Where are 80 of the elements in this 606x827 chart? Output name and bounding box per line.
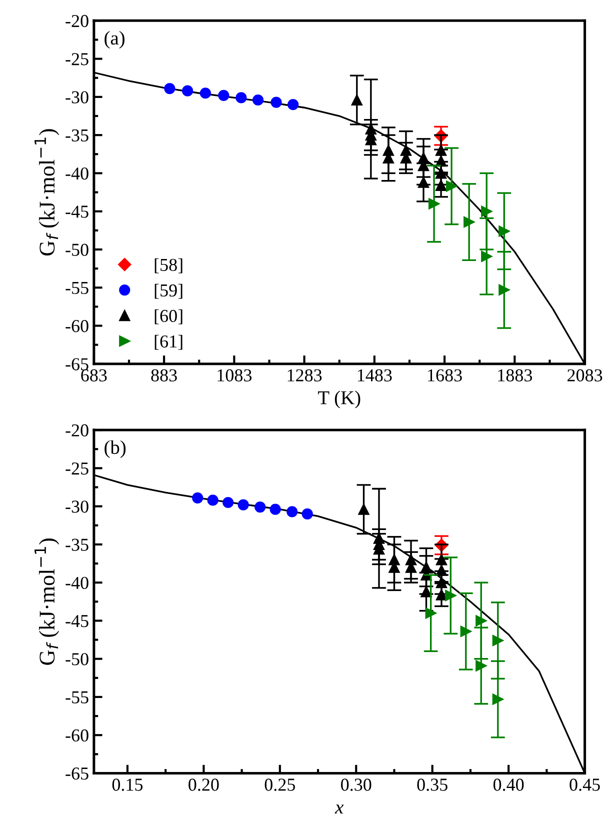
point (425, 608, 436, 619)
point (481, 206, 492, 217)
point (464, 216, 475, 228)
x-tick-label: 1483 (358, 369, 392, 382)
point (498, 284, 510, 296)
point (428, 198, 440, 210)
point (236, 92, 247, 104)
x-tick-label: 1283 (288, 369, 322, 382)
point (286, 506, 298, 518)
x-tick-label: 0.20 (188, 778, 219, 791)
point (460, 626, 472, 637)
x-tick-label: 0.25 (264, 778, 295, 791)
y-tick-label: -45 (66, 615, 88, 628)
point (182, 85, 194, 96)
x-tick-label: 0.45 (570, 778, 600, 791)
point (481, 250, 492, 262)
y-tick-label: -65 (66, 358, 88, 370)
y-tick-label: -50 (66, 653, 88, 666)
y-axis-title: G$_{f}$ (kJ·mol$^{−1}$) (34, 538, 60, 665)
y-tick-label: -30 (66, 500, 88, 513)
point (288, 99, 299, 110)
legend-label: [61] (154, 334, 182, 350)
x-axis-title: x (334, 804, 344, 814)
point (435, 168, 447, 179)
point (200, 88, 211, 99)
x-tick-label: 0.40 (493, 778, 524, 791)
y-tick-label: -60 (66, 320, 88, 332)
y-tick-label: -20 (66, 424, 88, 436)
y-tick-label: -50 (66, 244, 88, 256)
x-tick-label: 1683 (428, 369, 462, 382)
point (492, 694, 504, 705)
legend-label: [59] (154, 284, 182, 299)
legend-label: [60] (154, 309, 182, 324)
x-tick-label: 883 (151, 369, 177, 382)
y-tick-label: -25 (66, 462, 88, 475)
point (164, 82, 176, 94)
point (207, 494, 218, 506)
point (445, 590, 456, 602)
y-tick-label: -40 (66, 167, 88, 180)
point (218, 90, 230, 101)
point (222, 496, 234, 508)
y-tick-label: -55 (66, 282, 88, 294)
y-axis-title: G$_{f}$ (kJ·mol$^{−1}$) (34, 129, 60, 256)
annotation: (a) (104, 30, 124, 49)
point (492, 634, 504, 646)
y-tick-label: -35 (66, 538, 88, 551)
point (192, 492, 204, 504)
point (252, 94, 264, 106)
point (476, 660, 487, 672)
x-tick-label: 1083 (218, 369, 252, 382)
x-tick-label: 0.35 (417, 778, 448, 791)
y-tick-label: -40 (66, 576, 88, 590)
point (238, 499, 249, 510)
point (498, 226, 510, 237)
y-tick-label: -20 (66, 14, 88, 28)
point (302, 508, 313, 520)
point (435, 144, 447, 156)
y-tick-label: -55 (66, 691, 88, 704)
x-tick-label: 1883 (498, 369, 532, 382)
y-tick-label: -65 (66, 768, 88, 780)
y-tick-label: -60 (66, 729, 88, 742)
point (446, 180, 458, 192)
legend-label: [58] (154, 258, 182, 274)
x-tick-label: 2083 (568, 369, 602, 382)
point (254, 502, 266, 513)
x-tick-label: 683 (81, 369, 107, 382)
x-tick-label: 0.30 (341, 778, 372, 791)
y-tick-label: -30 (66, 91, 88, 104)
annotation: (b) (104, 440, 126, 458)
y-tick-label: -25 (66, 53, 88, 66)
x-axis-title: T (K) (318, 390, 360, 408)
point (351, 94, 362, 106)
x-tick-label: 0.15 (112, 778, 143, 791)
point (435, 155, 447, 167)
y-tick-label: -45 (66, 206, 88, 218)
point (270, 504, 281, 515)
point (476, 615, 487, 626)
point (358, 504, 370, 515)
y-tick-label: -35 (66, 129, 88, 142)
point (270, 96, 282, 108)
